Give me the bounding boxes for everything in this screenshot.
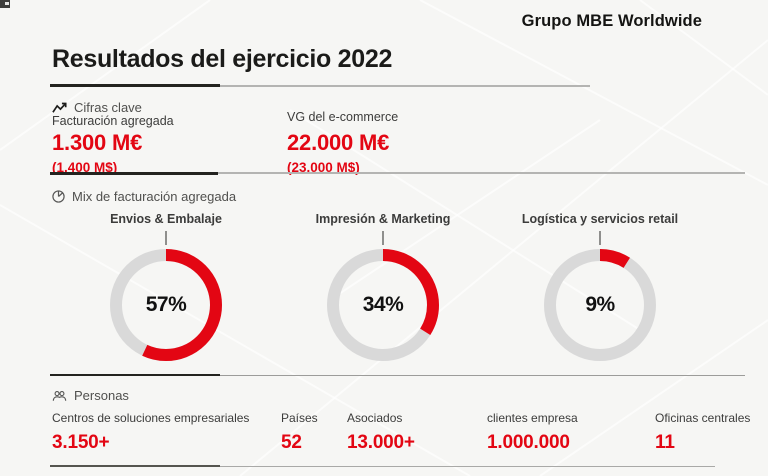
- kpi-vg-ecommerce: VG del e-commerce 22.000 M€ (23.000 M$): [287, 110, 398, 175]
- stat-clientes-empresa: clientes empresa 1.000.000: [487, 411, 578, 454]
- donut-svg: [110, 249, 222, 361]
- donut-svg: [544, 249, 656, 361]
- donut-chart-impresion-marketing: Impresión & Marketing 34%: [293, 212, 473, 365]
- stat-value: 13.000+: [347, 432, 415, 453]
- stat-label: Asociados: [347, 411, 403, 425]
- section-mix-label: Mix de facturación agregada: [72, 189, 237, 204]
- section-cifras-label: Cifras clave: [74, 100, 142, 115]
- stat-value: 3.150+: [52, 432, 110, 453]
- stat-value: 1.000.000: [487, 432, 570, 453]
- donut-leader-tick: [165, 231, 167, 245]
- kpi-secondary-value: (23.000 M$): [287, 160, 360, 176]
- kpi-secondary-value: (1.400 M$): [52, 160, 118, 176]
- stat-label: clientes empresa: [487, 411, 578, 425]
- stat-label: Oficinas centrales: [655, 411, 751, 425]
- kpi-label: VG del e-commerce: [287, 110, 399, 124]
- kpi-value: 1.300 M€: [52, 130, 143, 155]
- title-divider-dark: [50, 84, 220, 87]
- donut-label: Logística y servicios retail: [521, 212, 679, 226]
- stat-value: 11: [655, 432, 675, 453]
- section-cifras-clave: Cifras clave: [52, 100, 142, 115]
- donut-leader-tick: [382, 231, 384, 245]
- kpi-facturacion-agregada: Facturación agregada 1.300 M€ (1.400 M$): [52, 114, 174, 175]
- page-title: Resultados del ejercicio 2022: [52, 45, 393, 73]
- section-personas-label: Personas: [74, 388, 129, 403]
- window-corner-fragment: [0, 0, 10, 8]
- stat-paises: Países 52: [281, 411, 318, 454]
- donut-label: Envios & Embalaje: [110, 212, 222, 226]
- section-mix-facturacion: Mix de facturación agregada: [52, 189, 236, 204]
- donut-label: Impresión & Marketing: [315, 212, 451, 226]
- pie-chart-icon: [52, 190, 65, 203]
- stat-label: Centros de soluciones empresariales: [52, 411, 250, 425]
- people-icon: [52, 390, 67, 402]
- mix-divider-gray: [220, 374, 745, 376]
- donut-chart-logistica-retail: Logística y servicios retail 9%: [510, 212, 690, 365]
- donut-chart-envios-embalaje: Envios & Embalaje 57%: [76, 212, 256, 365]
- kpi-value: 22.000 M€: [287, 130, 390, 155]
- donut-leader-tick: [599, 231, 601, 245]
- mix-divider-dark: [50, 374, 220, 376]
- title-divider-gray: [220, 85, 590, 87]
- kpi-label: Facturación agregada: [52, 114, 174, 128]
- donut-percentage: 57%: [145, 293, 187, 316]
- stat-oficinas-centrales: Oficinas centrales 11: [655, 411, 750, 454]
- donut-percentage: 34%: [362, 293, 404, 316]
- trend-arrow-icon: [52, 102, 67, 114]
- donut-svg: [327, 249, 439, 361]
- bottom-divider-dark: [50, 465, 220, 467]
- brand-title: Grupo MBE Worldwide: [521, 12, 702, 30]
- section-personas: Personas: [52, 388, 129, 403]
- stat-label: Países: [281, 411, 318, 425]
- bottom-divider-gray: [220, 465, 715, 467]
- donut-percentage: 9%: [585, 293, 615, 316]
- cifras-divider-dark: [50, 172, 218, 175]
- stat-centros-soluciones: Centros de soluciones empresariales 3.15…: [52, 411, 249, 454]
- stat-asociados: Asociados 13.000+: [347, 411, 415, 454]
- cifras-divider-gray: [218, 172, 745, 174]
- stat-value: 52: [281, 432, 302, 453]
